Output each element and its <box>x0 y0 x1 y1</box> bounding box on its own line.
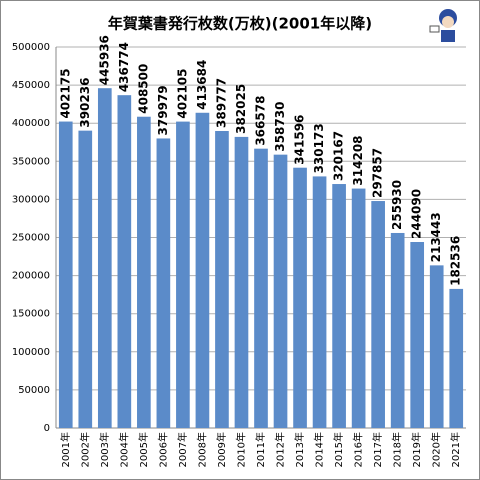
value-label: 379979 <box>156 85 170 135</box>
value-label: 382025 <box>234 84 248 134</box>
bar <box>215 130 229 428</box>
value-label: 320167 <box>332 131 346 181</box>
value-label: 402105 <box>175 68 189 118</box>
bar <box>117 95 132 428</box>
bar <box>410 242 425 428</box>
x-tick-label: 2015年 <box>332 432 345 467</box>
x-tick-label: 2010年 <box>234 432 247 467</box>
value-label: 314208 <box>351 135 365 185</box>
value-label: 445936 <box>97 35 111 85</box>
bar <box>97 88 112 428</box>
x-tick-label: 2017年 <box>371 432 384 467</box>
value-label: 402175 <box>58 68 72 118</box>
mascot <box>429 9 457 42</box>
bar <box>371 201 385 428</box>
value-label: 330173 <box>312 123 326 173</box>
value-label: 389777 <box>214 78 228 128</box>
x-tick-label: 2013年 <box>293 432 306 467</box>
y-tick-label: 500000 <box>12 42 50 53</box>
y-tick-label: 100000 <box>12 347 50 358</box>
bar <box>176 121 190 428</box>
value-label: 255930 <box>390 180 404 230</box>
value-label: 297857 <box>371 148 385 198</box>
value-label: 390236 <box>78 78 92 128</box>
bar <box>332 184 346 428</box>
bar <box>351 188 366 428</box>
bar <box>137 116 151 429</box>
bar <box>58 121 73 428</box>
x-tick-label: 2018年 <box>391 432 404 467</box>
x-tick-label: 2020年 <box>430 432 443 467</box>
y-tick-label: 150000 <box>12 309 50 320</box>
x-tick-label: 2001年 <box>59 432 72 467</box>
x-tick-label: 2019年 <box>410 432 423 467</box>
bar <box>312 176 327 428</box>
bar <box>254 148 268 429</box>
x-tick-label: 2005年 <box>137 432 150 467</box>
bar <box>78 130 93 428</box>
value-label: 358730 <box>273 102 287 152</box>
x-tick-label: 2007年 <box>176 432 189 467</box>
x-tick-label: 2016年 <box>352 432 365 467</box>
y-tick-label: 450000 <box>12 80 50 91</box>
value-label: 182536 <box>449 236 463 286</box>
x-tick-label: 2003年 <box>98 432 111 467</box>
value-label: 413684 <box>195 60 209 110</box>
y-tick-label: 250000 <box>12 233 50 244</box>
x-tick-label: 2021年 <box>449 432 462 467</box>
x-tick-label: 2014年 <box>313 432 326 467</box>
y-tick-label: 0 <box>44 423 50 434</box>
bar <box>293 167 307 428</box>
y-tick-label: 300000 <box>12 194 50 205</box>
x-tick-label: 2002年 <box>78 432 91 467</box>
chart-title: 年賀葉書発行枚数(万枚)(2001年以降) <box>108 15 372 33</box>
x-tick-label: 2011年 <box>254 432 267 467</box>
y-tick-label: 50000 <box>18 385 50 396</box>
y-tick-label: 350000 <box>12 156 50 167</box>
bar <box>156 138 171 429</box>
bar <box>429 265 444 428</box>
x-tick-label: 2006年 <box>156 432 169 467</box>
bar <box>234 136 249 428</box>
value-label: 341596 <box>293 115 307 165</box>
x-tick-label: 2004年 <box>117 432 130 467</box>
y-tick-label: 400000 <box>12 118 50 129</box>
value-label: 213443 <box>429 212 443 262</box>
bar <box>449 288 464 428</box>
value-label: 408500 <box>136 64 150 114</box>
bar <box>390 232 405 428</box>
y-tick-label: 200000 <box>12 271 50 282</box>
value-label: 366578 <box>254 96 268 146</box>
x-tick-label: 2009年 <box>215 432 228 467</box>
bar <box>273 154 288 428</box>
x-tick-label: 2012年 <box>274 432 287 467</box>
value-label: 436774 <box>117 42 131 92</box>
value-label: 244090 <box>410 189 424 239</box>
bar <box>195 112 210 428</box>
x-tick-label: 2008年 <box>195 432 208 467</box>
